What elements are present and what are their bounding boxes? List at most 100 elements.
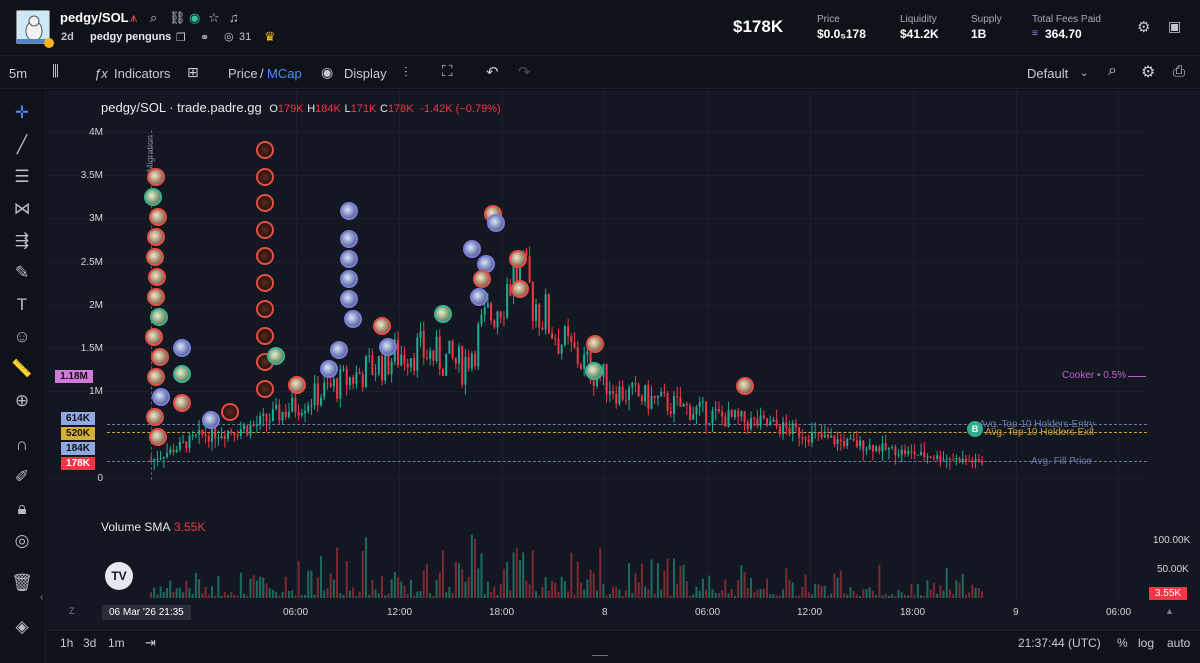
trade-bubble[interactable] [340, 250, 358, 268]
layouts-icon[interactable]: ⊞ [187, 64, 199, 80]
layout-select[interactable]: Default [1027, 66, 1069, 81]
trade-bubble[interactable] [152, 388, 170, 406]
trade-bubble[interactable] [340, 202, 358, 220]
range-3d[interactable]: 3d [83, 636, 97, 650]
copy-icon[interactable]: ❐ [176, 32, 186, 44]
dev-icon[interactable]: ⩚ [130, 10, 138, 25]
trade-bubble[interactable] [173, 365, 191, 383]
text-icon[interactable]: T [16, 295, 28, 314]
trade-bubble[interactable] [256, 300, 274, 318]
crosshair-icon[interactable]: ✛ [14, 103, 30, 122]
settings-sliders-icon[interactable]: ⫶ [404, 64, 408, 80]
goto-date-icon[interactable]: ⇥ [145, 635, 156, 650]
projection-icon[interactable]: ⇶ [14, 231, 30, 250]
trade-bubble[interactable] [256, 327, 274, 345]
display-button[interactable]: Display [344, 66, 387, 81]
trade-bubble[interactable] [340, 230, 358, 248]
trophy-icon[interactable]: ♛ [264, 29, 276, 44]
layers-icon[interactable]: ◈ [15, 617, 29, 636]
trade-bubble[interactable] [434, 305, 452, 323]
price-chart[interactable]: pedgy/SOL · trade.padre.gg O179K H184K L… [47, 90, 1200, 630]
fib-icon[interactable]: ☰ [14, 167, 30, 186]
indicators-button[interactable]: Indicators [114, 66, 171, 81]
trade-bubble[interactable] [344, 310, 362, 328]
trash-icon[interactable]: 🗑︎ [11, 573, 33, 592]
trade-bubble[interactable] [320, 360, 338, 378]
trade-bubble[interactable] [173, 394, 191, 412]
trade-bubble[interactable] [470, 288, 488, 306]
trade-bubble[interactable] [147, 228, 165, 246]
mcap-toggle[interactable]: MCap [267, 66, 302, 81]
trade-bubble[interactable] [148, 268, 166, 286]
buy-marker[interactable]: B [967, 421, 983, 437]
trade-bubble[interactable] [202, 411, 220, 429]
link-icon[interactable]: ⛓ [169, 10, 186, 25]
trade-bubble[interactable] [509, 250, 527, 268]
trade-bubble[interactable] [256, 168, 274, 186]
trade-bubble[interactable] [340, 290, 358, 308]
undo-icon[interactable]: ↶ [486, 64, 499, 81]
bot-icon[interactable]: ◉ [189, 10, 201, 25]
trade-bubble[interactable] [473, 270, 491, 288]
trade-bubble[interactable] [585, 362, 603, 380]
gear-icon[interactable]: ⚙ [1137, 19, 1151, 36]
trade-bubble[interactable] [379, 338, 397, 356]
magnet-icon[interactable]: ∩ [15, 435, 29, 454]
range-1h[interactable]: 1h [60, 636, 74, 650]
bell-icon[interactable]: ♫ [229, 10, 239, 25]
percent-toggle[interactable]: % [1117, 636, 1128, 650]
trade-bubble[interactable] [150, 308, 168, 326]
axis-settings-icon[interactable]: ▲ [1165, 606, 1174, 616]
trade-bubble[interactable] [147, 288, 165, 306]
lock-drawing-icon[interactable]: ✐ [14, 467, 30, 486]
window-icon[interactable]: ▣ [1168, 18, 1182, 34]
trade-bubble[interactable] [145, 328, 163, 346]
ruler-icon[interactable]: 📏 [11, 359, 33, 378]
fullscreen-icon[interactable]: ⛶ [442, 63, 453, 80]
trade-bubble[interactable] [340, 270, 358, 288]
trade-bubble[interactable] [256, 380, 274, 398]
trade-bubble[interactable] [147, 168, 165, 186]
link-icon-2[interactable]: ⚭ [200, 32, 210, 44]
fx-icon[interactable]: ƒx [94, 66, 108, 81]
utc-clock[interactable]: 21:37:44 (UTC) [1018, 636, 1101, 650]
pattern-icon[interactable]: ⋈ [13, 199, 31, 218]
trade-bubble[interactable] [149, 208, 167, 226]
trade-bubble[interactable] [149, 428, 167, 446]
trade-bubble[interactable] [511, 280, 529, 298]
trade-bubble[interactable] [173, 339, 191, 357]
trade-bubble[interactable] [330, 341, 348, 359]
trade-bubble[interactable] [267, 347, 285, 365]
candle-type-icon[interactable]: ⫼ [52, 63, 59, 80]
trade-bubble[interactable] [256, 194, 274, 212]
search-icon[interactable]: ⌕ [150, 10, 158, 25]
emoji-icon[interactable]: ☺ [13, 327, 31, 346]
trade-bubble[interactable] [256, 221, 274, 239]
trade-bubble[interactable] [221, 403, 239, 421]
auto-toggle[interactable]: auto [1167, 636, 1191, 650]
trade-bubble[interactable] [487, 214, 505, 232]
trade-bubble[interactable] [256, 274, 274, 292]
search-icon-chart[interactable]: ⌕ [1108, 62, 1117, 79]
trade-bubble[interactable] [256, 247, 274, 265]
trendline-icon[interactable]: ╱ [16, 135, 28, 154]
star-icon[interactable]: ☆ [208, 10, 220, 25]
trade-bubble[interactable] [144, 188, 162, 206]
log-toggle[interactable]: log [1138, 636, 1155, 650]
trade-bubble[interactable] [463, 240, 481, 258]
trade-bubble[interactable] [151, 348, 169, 366]
camera-icon[interactable]: ⎙ [1173, 63, 1186, 80]
lock-icon[interactable]: 🔒︎ [17, 499, 27, 518]
trade-bubble[interactable] [288, 376, 306, 394]
visibility-icon[interactable]: ◎ [14, 531, 30, 550]
trade-bubble[interactable] [586, 335, 604, 353]
price-toggle[interactable]: Price [228, 66, 258, 81]
redo-icon[interactable]: ↷ [518, 64, 531, 81]
trade-bubble[interactable] [146, 248, 164, 266]
interval-select[interactable]: 5m [9, 66, 28, 81]
tradingview-logo-icon[interactable]: TV [105, 562, 133, 590]
range-1m[interactable]: 1m [108, 636, 125, 650]
trade-bubble[interactable] [256, 141, 274, 159]
z-toggle[interactable]: Z [69, 606, 75, 616]
brush-icon[interactable]: ✎ [14, 263, 30, 282]
